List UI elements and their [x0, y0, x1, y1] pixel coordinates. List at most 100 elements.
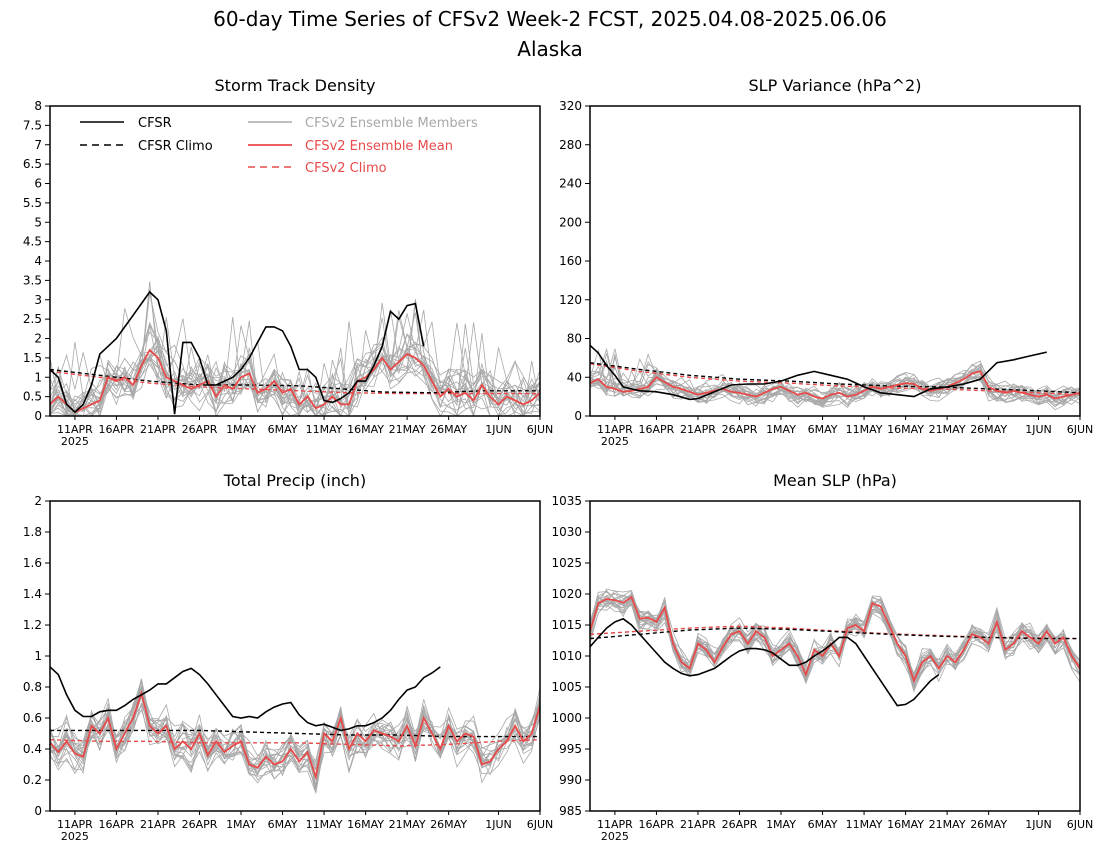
x-tick-label: 1MAY	[766, 818, 796, 831]
x-year-label: 2025	[61, 435, 89, 448]
cfsr-line	[590, 617, 940, 707]
y-tick-label: 985	[559, 804, 582, 818]
cfsr-climo-line	[50, 368, 540, 394]
y-tick-label: 0.2	[23, 773, 42, 787]
x-tick-label: 1JUN	[1025, 818, 1052, 831]
x-tick-label: 26APR	[182, 818, 218, 831]
series-group	[50, 281, 540, 416]
x-tick-label: 11APR	[597, 423, 633, 436]
y-tick-label: 0.8	[23, 680, 42, 694]
y-tick-label: 8	[34, 99, 42, 113]
x-year-label: 2025	[601, 435, 629, 448]
x-tick-label: 21APR	[140, 423, 176, 436]
x-tick-label: 26MAY	[970, 423, 1007, 436]
ensemble-mean-line	[590, 370, 1080, 400]
x-tick-label: 16APR	[639, 818, 675, 831]
y-tick-label: 280	[559, 138, 582, 152]
figure-title: 60-day Time Series of CFSv2 Week-2 FCST,…	[213, 7, 887, 31]
ensemble-mean-line	[50, 690, 540, 781]
y-tick-label: 0.5	[23, 390, 42, 404]
y-tick-label: 1015	[551, 618, 582, 632]
legend-label-cfsr: CFSR	[138, 116, 172, 131]
y-tick-label: 1030	[551, 525, 582, 539]
x-tick-label: 26MAY	[430, 423, 467, 436]
y-tick-label: 1.2	[23, 618, 42, 632]
x-tick-label: 21MAY	[389, 423, 426, 436]
y-tick-label: 320	[559, 99, 582, 113]
x-tick-label: 21APR	[680, 423, 716, 436]
panel-title: SLP Variance (hPa^2)	[749, 76, 922, 95]
ensemble-member-line	[50, 685, 540, 780]
x-tick-label: 11MAY	[306, 818, 343, 831]
x-tick-label: 6MAY	[808, 818, 838, 831]
plot-frame	[49, 105, 541, 417]
x-tick-label: 11MAY	[846, 423, 883, 436]
x-tick-label: 26APR	[722, 818, 758, 831]
x-tick-label: 16MAY	[887, 423, 924, 436]
x-tick-label: 16MAY	[347, 423, 384, 436]
y-tick-label: 0	[34, 804, 42, 818]
y-tick-label: 6	[34, 177, 42, 191]
plot-frame	[49, 500, 541, 812]
y-tick-label: 4.5	[23, 235, 42, 249]
y-tick-label: 5.5	[23, 196, 42, 210]
series-group	[590, 344, 1080, 411]
y-tick-label: 1010	[551, 649, 582, 663]
y-tick-label: 0.4	[23, 742, 42, 756]
legend-label-members: CFSv2 Ensemble Members	[305, 116, 478, 131]
x-tick-label: 11APR	[597, 818, 633, 831]
x-tick-label: 6MAY	[268, 818, 298, 831]
x-tick-label: 1MAY	[766, 423, 796, 436]
panel-slp-variance: SLP Variance (hPa^2) 0 40 80 120 160 200 240 280…	[559, 76, 1093, 448]
y-tick-label: 995	[559, 742, 582, 756]
panel-total-precip: Total Precip (inch) 0 0.2 0.4 0.6 0.8 1 1.2 1.4 1…	[23, 471, 553, 843]
y-tick-label: 1035	[551, 494, 582, 508]
y-tick-label: 5	[34, 215, 42, 229]
y-tick-label: 0.6	[23, 711, 42, 725]
legend-label-cfsr-climo: CFSR Climo	[138, 139, 213, 154]
y-tick-label: 1020	[551, 587, 582, 601]
x-tick-label: 6MAY	[268, 423, 298, 436]
x-year-label: 2025	[601, 830, 629, 843]
x-tick-label: 6JUN	[527, 423, 554, 436]
y-tick-label: 2	[34, 332, 42, 346]
x-tick-label: 26APR	[722, 423, 758, 436]
x-tick-label: 16APR	[99, 818, 135, 831]
plot-frame	[589, 500, 1081, 812]
legend-label-cfsv2-climo: CFSv2 Climo	[305, 161, 387, 176]
legend: CFSR CFSR Climo CFSv2 Ensemble Members C…	[80, 116, 478, 176]
x-tick-label: 1JUN	[485, 818, 512, 831]
panel-title: Total Precip (inch)	[223, 471, 366, 490]
legend-label-ens-mean: CFSv2 Ensemble Mean	[305, 139, 453, 154]
panel-title: Storm Track Density	[215, 76, 376, 95]
y-tick-label: 1.8	[23, 525, 42, 539]
x-tick-label: 16APR	[99, 423, 135, 436]
ensemble-member-line	[590, 591, 1080, 690]
series-group	[50, 666, 540, 795]
x-tick-label: 21MAY	[929, 818, 966, 831]
x-tick-label: 26APR	[182, 423, 218, 436]
ensemble-member-line	[590, 591, 1080, 689]
x-tick-label: 1JUN	[1025, 423, 1052, 436]
x-tick-label: 6JUN	[1067, 818, 1094, 831]
panel-storm-track-density: Storm Track Density 0 0.5 1 1.5 2 2.5 3 3.5 4 4.5 5…	[23, 76, 553, 448]
cfsv2-climo-line	[50, 739, 540, 747]
cfsr-line	[50, 666, 441, 732]
x-tick-label: 11APR	[57, 818, 93, 831]
x-tick-label: 16APR	[639, 423, 675, 436]
x-tick-label: 1MAY	[226, 818, 256, 831]
y-tick-label: 3.5	[23, 273, 42, 287]
cfsr-line	[50, 290, 425, 415]
ensemble-member-line	[590, 594, 1080, 675]
ensemble-mean-line	[50, 348, 540, 414]
x-tick-label: 21MAY	[929, 423, 966, 436]
y-tick-label: 0	[574, 409, 582, 423]
cfsr-climo-line	[590, 627, 1080, 640]
y-tick-label: 120	[559, 293, 582, 307]
x-year-label: 2025	[61, 830, 89, 843]
y-tick-label: 200	[559, 215, 582, 229]
x-tick-label: 21APR	[680, 818, 716, 831]
y-tick-label: 1025	[551, 556, 582, 570]
